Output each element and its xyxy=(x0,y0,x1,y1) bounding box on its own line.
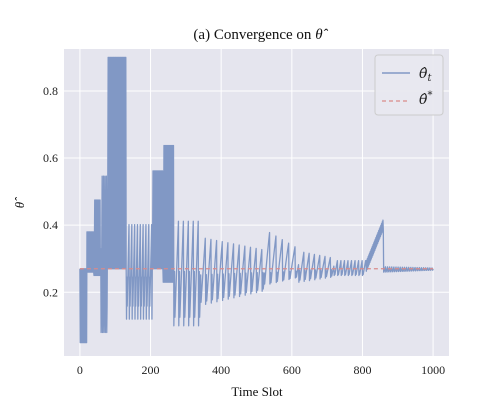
series-line-estimate xyxy=(79,56,434,344)
y-tick-label: 0.2 xyxy=(43,285,58,299)
x-tick-label: 600 xyxy=(283,363,301,377)
x-tick-label: 200 xyxy=(142,363,160,377)
y-axis-label: θ̂ xyxy=(12,197,27,208)
x-axis-label: Time Slot xyxy=(231,384,283,399)
chart-title: (a) Convergence on θ̂ xyxy=(193,27,328,43)
legend: θ̂t θ̂* xyxy=(374,54,444,116)
x-tick-label: 800 xyxy=(353,363,371,377)
y-tick-label: 0.6 xyxy=(43,151,58,165)
legend-box xyxy=(374,54,444,116)
series-layer xyxy=(79,56,434,344)
x-tick-label: 0 xyxy=(77,363,83,377)
tick-labels: 0 200 400 600 800 1000 0.2 0.4 0.6 0.8 xyxy=(43,84,445,377)
y-tick-label: 0.4 xyxy=(43,218,58,232)
y-tick-label: 0.8 xyxy=(43,84,58,98)
x-tick-label: 1000 xyxy=(421,363,445,377)
x-tick-label: 400 xyxy=(212,363,230,377)
